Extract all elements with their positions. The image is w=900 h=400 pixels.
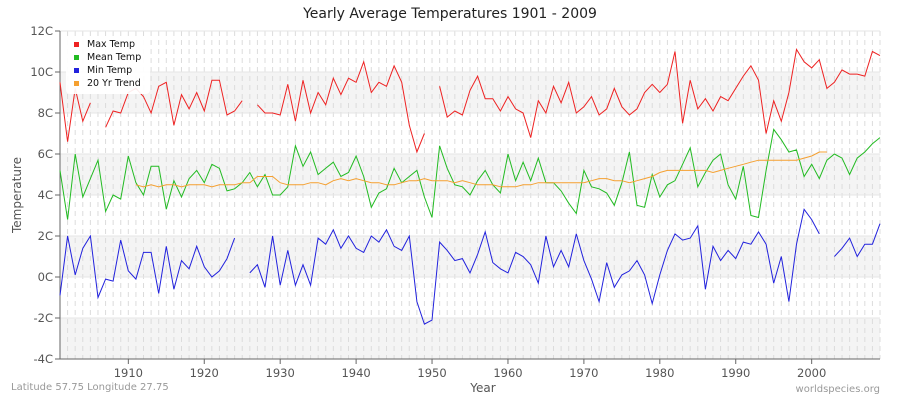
- legend-swatch-icon: [74, 42, 79, 47]
- y-tick-label: 4C: [38, 188, 53, 202]
- x-tick-label: 1960: [493, 366, 522, 380]
- axes: -4C -2C 0C 2C 4C 6C 8C 10C 12C 1910 1920 1930 1940 19…: [30, 24, 880, 380]
- series-line-max-temp: [257, 60, 425, 154]
- series-line-min-temp: [249, 208, 820, 325]
- y-tick-label: -2C: [34, 311, 54, 325]
- legend-item-min-temp: Min Temp: [66, 64, 150, 77]
- legend-swatch-icon: [74, 55, 79, 60]
- legend-label: 20 Yr Trend: [87, 78, 141, 89]
- y-tick-label: 2C: [38, 229, 53, 243]
- series-line-min-temp: [834, 223, 881, 258]
- series-line-mean-temp: [59, 128, 881, 220]
- y-tick-label: 12C: [30, 24, 53, 38]
- legend-item-20-yr-trend: 20 Yr Trend: [66, 77, 150, 90]
- x-tick-label: 1910: [114, 366, 143, 380]
- x-tick-label: 1990: [721, 366, 750, 380]
- location-label: Latitude 57.75 Longitude 27.75: [11, 382, 169, 393]
- series-line-max-temp: [439, 48, 881, 138]
- y-tick-label: 0C: [38, 270, 53, 284]
- y-axis-label: Temperature: [10, 157, 24, 234]
- x-tick-label: 1970: [569, 366, 598, 380]
- y-tick-label: 6C: [38, 147, 53, 161]
- y-tick-label: 8C: [38, 106, 53, 120]
- chart-legend: Max Temp Mean Temp Min Temp 20 Yr Trend: [66, 36, 150, 94]
- y-tick-label: 10C: [30, 65, 53, 79]
- x-axis-label: Year: [469, 381, 495, 395]
- x-tick-label: 1980: [645, 366, 674, 380]
- legend-label: Max Temp: [87, 39, 135, 50]
- y-tick-label: -4C: [34, 352, 54, 366]
- series-lines: [59, 48, 881, 325]
- series-line-min-temp: [59, 234, 236, 300]
- source-label: worldspecies.org: [795, 384, 880, 395]
- x-tick-label: 1950: [417, 366, 446, 380]
- legend-label: Mean Temp: [87, 52, 142, 63]
- legend-label: Min Temp: [87, 65, 133, 76]
- legend-item-max-temp: Max Temp: [66, 38, 150, 51]
- series-line-20-yr-trend: [135, 151, 827, 188]
- legend-item-mean-temp: Mean Temp: [66, 51, 150, 64]
- x-tick-label: 2000: [797, 366, 826, 380]
- chart-title: Yearly Average Temperatures 1901 - 2009: [303, 6, 597, 22]
- x-tick-label: 1930: [266, 366, 295, 380]
- x-tick-label: 1940: [341, 366, 370, 380]
- x-tick-label: 1920: [190, 366, 219, 380]
- legend-swatch-icon: [74, 68, 79, 73]
- legend-swatch-icon: [74, 81, 79, 86]
